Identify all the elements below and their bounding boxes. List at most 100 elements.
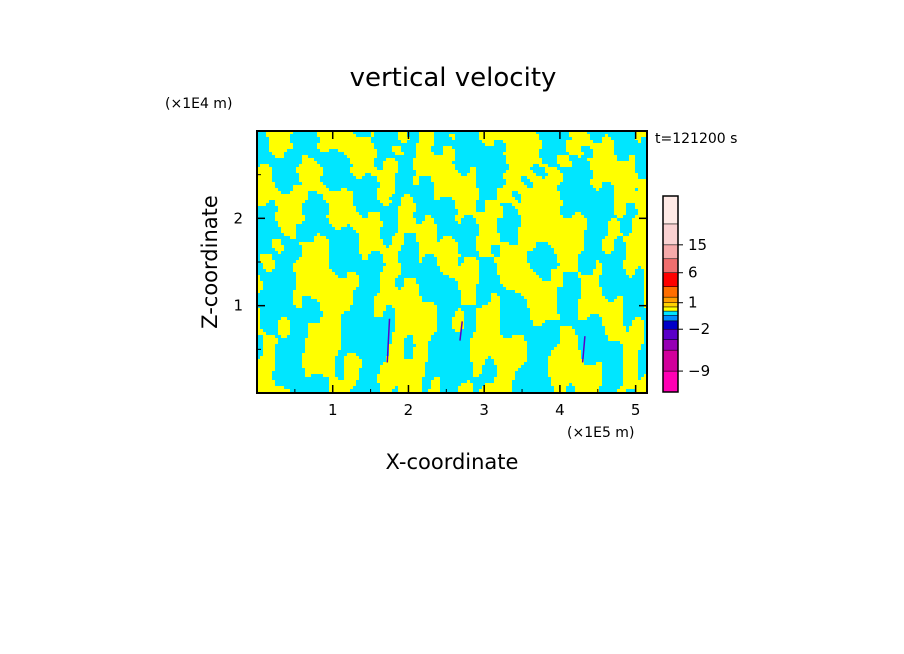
- field-cell: [356, 176, 362, 179]
- field-cell: [329, 188, 341, 191]
- field-cell: [638, 365, 647, 368]
- field-cell: [614, 191, 647, 194]
- field-cell: [257, 185, 275, 188]
- field-cell: [272, 179, 299, 182]
- field-cell: [392, 194, 404, 197]
- field-cell: [266, 134, 290, 137]
- field-cell: [479, 191, 497, 194]
- field-cell: [602, 317, 623, 320]
- field-cell: [260, 320, 278, 323]
- field-cell: [398, 167, 413, 170]
- field-cell: [299, 257, 329, 260]
- field-cell: [542, 278, 551, 281]
- field-cell: [293, 188, 329, 191]
- field-cell: [584, 230, 608, 233]
- field-cell: [485, 362, 494, 365]
- field-cell: [287, 335, 308, 338]
- field-cell: [263, 353, 275, 356]
- field-cell: [317, 134, 356, 137]
- field-cell: [623, 215, 635, 218]
- field-cell: [455, 152, 503, 155]
- field-cell: [626, 203, 635, 206]
- field-cell: [284, 245, 302, 248]
- field-cell: [593, 272, 602, 275]
- field-cell: [335, 356, 344, 359]
- field-cell: [383, 314, 395, 317]
- field-cell: [497, 221, 521, 224]
- field-cell: [284, 155, 302, 158]
- field-cell: [401, 248, 419, 251]
- field-cell: [392, 338, 404, 341]
- field-cell: [596, 263, 602, 266]
- field-cell: [614, 203, 626, 206]
- field-cell: [470, 338, 524, 341]
- field-cell: [290, 389, 329, 392]
- colorbar-band: [662, 272, 679, 287]
- field-cell: [605, 134, 608, 137]
- field-cell: [347, 272, 356, 275]
- field-cell: [278, 326, 290, 329]
- field-cell: [404, 347, 413, 350]
- field-cell: [380, 386, 395, 389]
- field-cell: [449, 134, 455, 137]
- field-cell: [353, 299, 374, 302]
- field-cell: [614, 209, 626, 212]
- field-cell: [614, 248, 626, 251]
- field-cell: [506, 143, 542, 146]
- field-cell: [545, 170, 560, 173]
- field-cell: [422, 383, 431, 386]
- field-cell: [275, 215, 305, 218]
- field-cell: [305, 200, 326, 203]
- field-cell: [596, 362, 602, 365]
- field-cell: [308, 194, 323, 197]
- field-cell: [398, 224, 437, 227]
- field-cell: [257, 332, 266, 335]
- field-cell: [386, 359, 428, 362]
- field-cell: [548, 356, 581, 359]
- field-cell: [443, 152, 455, 155]
- field-cell: [338, 275, 347, 278]
- field-cell: [614, 197, 647, 200]
- field-cell: [299, 164, 320, 167]
- field-cell: [257, 338, 263, 341]
- field-cell: [398, 287, 401, 290]
- field-cell: [344, 356, 359, 359]
- field-cell: [437, 224, 479, 227]
- field-cell: [371, 131, 374, 134]
- field-cell: [545, 320, 602, 323]
- field-cell: [470, 353, 527, 356]
- field-cell: [419, 293, 461, 296]
- field-cell: [476, 200, 485, 203]
- field-cell: [257, 272, 296, 275]
- field-cell: [461, 308, 476, 311]
- field-cell: [422, 380, 431, 383]
- field-cell: [581, 281, 599, 284]
- field-cell: [527, 299, 557, 302]
- field-cell: [302, 359, 335, 362]
- field-cell: [302, 182, 323, 185]
- field-cell: [530, 308, 557, 311]
- field-cell: [560, 212, 575, 215]
- field-cell: [386, 356, 404, 359]
- field-cell: [482, 386, 512, 389]
- field-cell: [476, 302, 488, 305]
- field-cell: [557, 254, 578, 257]
- field-cell: [395, 311, 437, 314]
- field-cell: [578, 260, 596, 263]
- field-cell: [578, 317, 587, 320]
- field-cell: [548, 359, 584, 362]
- field-cell: [293, 146, 317, 149]
- field-cell: [578, 308, 623, 311]
- field-cell: [623, 260, 647, 263]
- colorbar-band: [662, 320, 679, 330]
- field-cell: [431, 149, 443, 152]
- field-cell: [347, 275, 359, 278]
- field-cell: [578, 335, 608, 338]
- field-cell: [638, 371, 647, 374]
- field-cell: [398, 251, 419, 254]
- field-cell: [257, 305, 296, 308]
- field-cell: [623, 344, 641, 347]
- field-cell: [527, 251, 554, 254]
- field-cell: [614, 245, 626, 248]
- field-cell: [578, 302, 623, 305]
